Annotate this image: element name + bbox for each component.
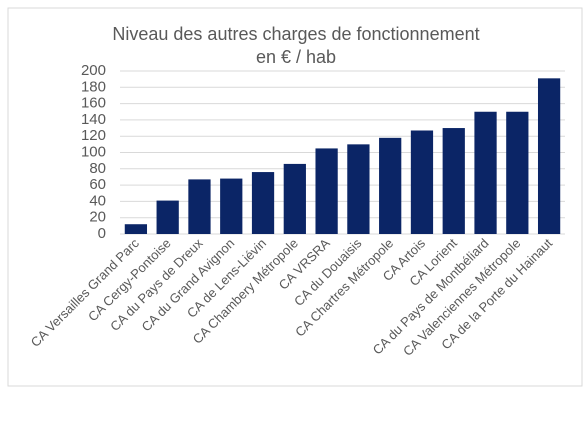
bar xyxy=(251,172,275,234)
bar xyxy=(474,111,497,234)
y-tick-label: 160 xyxy=(81,95,106,112)
bar xyxy=(124,224,148,234)
bar xyxy=(220,178,243,234)
bar xyxy=(506,111,529,234)
y-tick-label: 180 xyxy=(81,78,106,95)
y-tick-label: 100 xyxy=(81,143,106,160)
bar xyxy=(188,179,211,234)
chart-title: Niveau des autres charges de fonctionnem… xyxy=(112,24,479,44)
bar xyxy=(156,200,179,234)
y-tick-label: 80 xyxy=(89,160,106,177)
y-tick-label: 120 xyxy=(81,127,106,144)
y-tick-label: 140 xyxy=(81,111,106,128)
chart-subtitle: en € / hab xyxy=(256,47,336,67)
bar xyxy=(537,78,561,235)
y-tick-label: 20 xyxy=(89,209,106,226)
bar xyxy=(410,130,434,234)
bar xyxy=(315,148,338,234)
y-tick-label: 200 xyxy=(81,62,106,79)
bar xyxy=(442,128,465,234)
bar xyxy=(379,137,402,234)
y-tick-label: 40 xyxy=(89,192,106,209)
bar xyxy=(283,163,306,234)
y-tick-label: 0 xyxy=(98,225,106,242)
y-tick-label: 60 xyxy=(89,176,106,193)
bar xyxy=(347,144,370,234)
